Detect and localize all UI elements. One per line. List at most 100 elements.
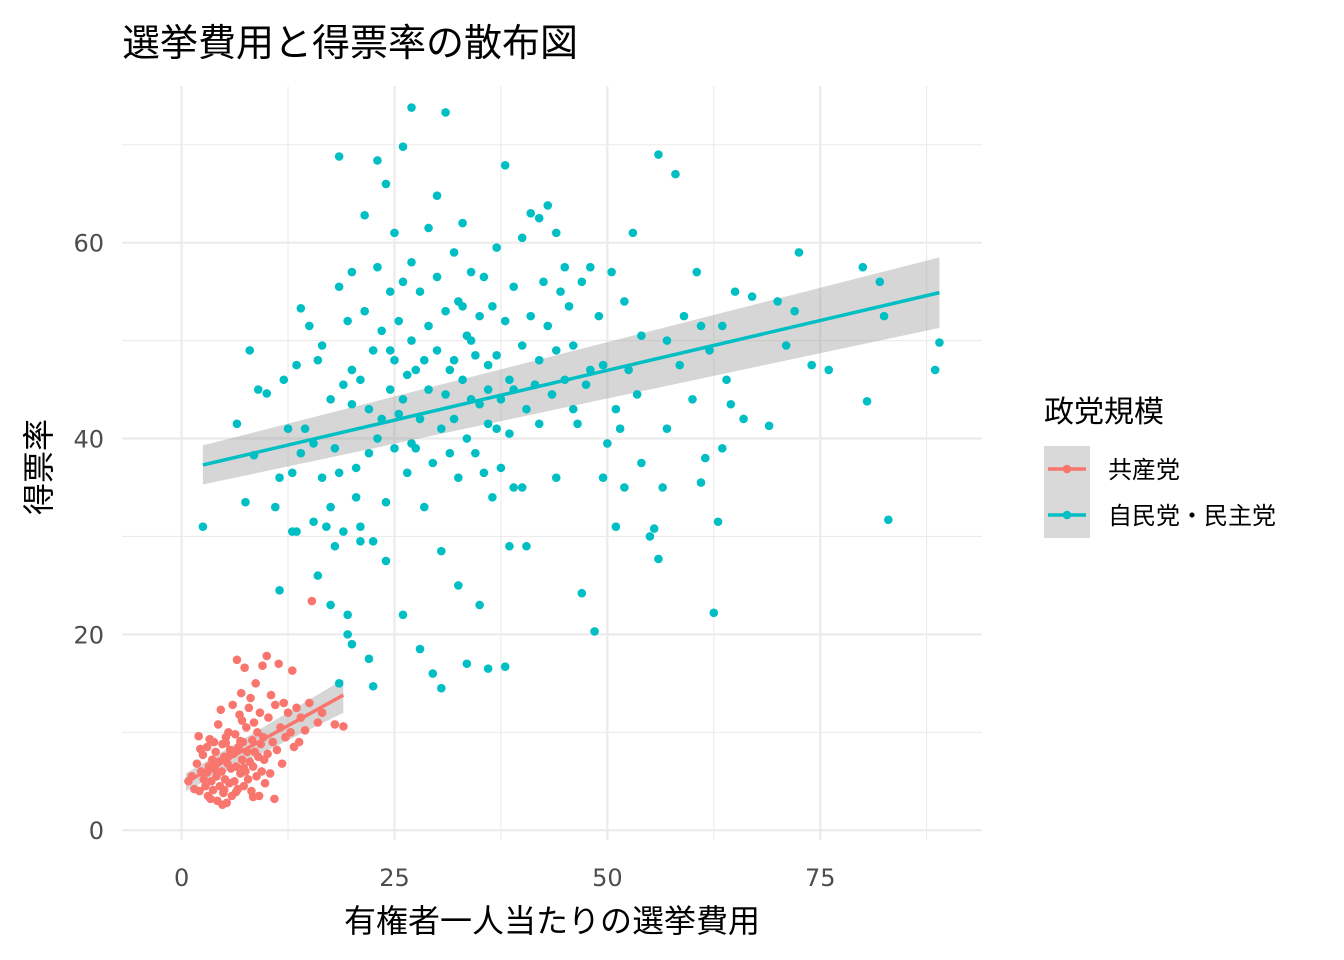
- data-point: [598, 473, 608, 482]
- data-point: [248, 792, 258, 802]
- data-point: [236, 688, 246, 698]
- data-point: [265, 769, 275, 778]
- data-point: [398, 610, 408, 620]
- data-point: [347, 267, 357, 277]
- data-point: [424, 385, 433, 394]
- data-point: [432, 272, 442, 282]
- data-point: [232, 655, 242, 665]
- data-point: [381, 497, 391, 507]
- data-point: [232, 419, 242, 429]
- data-point: [258, 661, 267, 670]
- data-point: [492, 350, 501, 360]
- data-point: [620, 297, 629, 306]
- data-point: [556, 287, 565, 296]
- y-tick-label: 40: [73, 426, 104, 454]
- legend-key-point: [1062, 510, 1072, 520]
- data-point: [402, 370, 412, 380]
- data-point: [824, 365, 834, 375]
- data-point: [343, 610, 352, 620]
- data-point: [347, 365, 357, 375]
- x-tick-label: 50: [592, 864, 623, 892]
- data-point: [364, 448, 374, 458]
- data-point: [294, 737, 304, 747]
- data-point: [717, 321, 727, 331]
- data-point: [228, 700, 237, 710]
- data-point: [283, 708, 293, 718]
- data-point: [654, 554, 663, 564]
- trend-lines: [185, 290, 940, 784]
- data-point: [445, 448, 455, 458]
- data-point: [262, 389, 272, 398]
- data-point: [279, 698, 289, 708]
- data-point: [270, 794, 279, 804]
- data-point: [624, 365, 633, 375]
- data-point: [390, 444, 399, 453]
- data-point: [241, 497, 250, 507]
- y-tick-label: 20: [73, 621, 104, 649]
- data-point: [483, 385, 493, 394]
- data-point: [594, 311, 604, 321]
- y-tick-label: 60: [73, 230, 104, 258]
- data-point: [505, 429, 514, 438]
- data-point: [564, 302, 574, 311]
- data-point: [488, 302, 497, 311]
- data-points: [184, 103, 944, 810]
- data-point: [415, 287, 425, 296]
- data-point: [437, 424, 446, 434]
- data-point: [398, 142, 408, 152]
- data-point: [296, 448, 306, 458]
- data-point: [330, 541, 340, 551]
- data-point: [334, 468, 344, 478]
- data-point: [296, 303, 306, 313]
- data-point: [522, 541, 531, 551]
- data-point: [492, 243, 501, 252]
- data-point: [449, 355, 459, 365]
- data-point: [262, 651, 272, 661]
- data-point: [343, 316, 352, 326]
- data-point: [437, 683, 446, 693]
- data-point: [270, 700, 280, 710]
- x-tick-label: 25: [379, 864, 410, 892]
- data-point: [730, 287, 740, 296]
- y-axis-ticks: 0 20 40 60: [73, 230, 104, 846]
- data-point: [398, 277, 408, 287]
- data-point: [722, 375, 731, 385]
- data-point: [368, 537, 378, 546]
- data-point: [590, 627, 599, 636]
- data-point: [419, 355, 429, 365]
- data-point: [632, 390, 642, 399]
- data-point: [339, 380, 348, 389]
- data-point: [739, 414, 748, 424]
- data-point: [662, 336, 672, 345]
- data-point: [373, 262, 382, 272]
- data-point: [240, 663, 249, 672]
- chart-title: 選挙費用と得票率の散布図: [122, 21, 578, 65]
- data-point: [259, 755, 269, 765]
- data-point: [255, 708, 265, 718]
- legend-key-point: [1062, 464, 1072, 474]
- data-point: [356, 537, 365, 546]
- data-point: [339, 527, 348, 536]
- data-point: [211, 747, 220, 757]
- data-point: [483, 419, 493, 429]
- data-point: [209, 737, 219, 747]
- data-point: [242, 723, 251, 732]
- data-point: [208, 785, 218, 795]
- data-point: [526, 311, 536, 321]
- data-point: [534, 213, 544, 223]
- data-point: [551, 473, 561, 482]
- data-point: [454, 581, 463, 590]
- data-point: [551, 346, 561, 355]
- data-point: [471, 448, 480, 458]
- data-point: [343, 630, 352, 639]
- data-point: [479, 468, 489, 478]
- data-point: [219, 785, 229, 795]
- data-point: [253, 385, 263, 394]
- data-point: [260, 778, 270, 788]
- data-point: [862, 397, 872, 406]
- data-point: [351, 492, 361, 502]
- data-point: [713, 517, 723, 527]
- data-point: [764, 421, 774, 431]
- data-point: [300, 726, 310, 735]
- data-point: [385, 287, 395, 296]
